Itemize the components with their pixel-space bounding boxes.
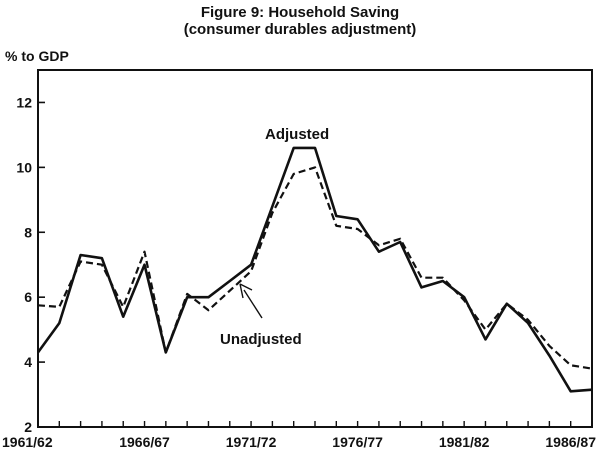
y-tick-label: 10: [16, 159, 32, 175]
y-tick-label: 6: [24, 289, 32, 305]
annotation-unadjusted: Unadjusted: [220, 331, 302, 348]
axes: 2 4 6 8 10 12 1961/62 1966/67 1971/72 1976/77 1981…: [2, 69, 596, 450]
series-group: [36, 146, 593, 393]
annotation-adjusted: Adjusted: [265, 126, 329, 143]
y-tick-label: 2: [24, 419, 32, 435]
plot-frame: [37, 69, 593, 428]
x-tick-label: 1981/82: [439, 434, 490, 450]
series-line-unadjusted: [37, 166, 593, 370]
x-tick-label: 1966/67: [119, 434, 170, 450]
chart-title-main: Figure 9: Household Saving: [200, 4, 400, 21]
chart-title: Figure 9: Household Saving (consumer dur…: [0, 4, 600, 38]
x-tick-label: 1961/62: [2, 434, 53, 450]
y-tick-label: 12: [16, 94, 32, 110]
annotation-arrow-shaft: [243, 289, 263, 319]
y-tick-label: 4: [24, 354, 32, 370]
x-tick-label: 1971/72: [226, 434, 277, 450]
x-tick-label: 1976/77: [332, 434, 383, 450]
y-axis-label: % to GDP: [5, 48, 69, 64]
annotation-arrow-head: [239, 283, 253, 299]
x-tick-label: 1986/87: [545, 434, 596, 450]
y-tick-label: 8: [24, 224, 32, 240]
chart-subtitle: (consumer durables adjustment): [183, 21, 417, 38]
series-line-adjusted: [36, 146, 593, 393]
annotations-group: Adjusted Unadjusted: [220, 126, 329, 348]
